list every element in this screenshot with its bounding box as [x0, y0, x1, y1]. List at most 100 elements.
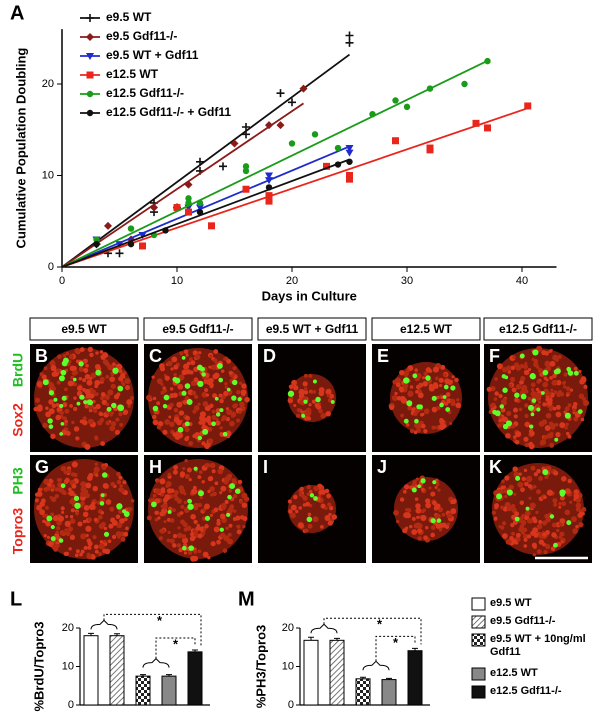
- cell: [198, 470, 203, 475]
- cell: [550, 388, 554, 392]
- data-point: [265, 192, 273, 200]
- labeled-cell: [445, 407, 451, 412]
- cell: [579, 379, 585, 385]
- cell: [513, 467, 517, 472]
- cell: [49, 360, 56, 367]
- cell: [62, 354, 67, 358]
- cell: [56, 368, 61, 373]
- cell: [229, 420, 235, 427]
- labeled-cell: [416, 404, 422, 410]
- cell: [192, 485, 197, 490]
- cell: [64, 387, 68, 392]
- cell: [74, 553, 79, 558]
- cell: [196, 523, 200, 528]
- cell: [522, 527, 528, 533]
- cell: [58, 411, 62, 415]
- cell: [220, 485, 227, 492]
- cell: [219, 532, 226, 539]
- cell: [391, 394, 398, 402]
- labeled-cell: [417, 484, 421, 489]
- cell: [98, 552, 102, 556]
- cell: [130, 498, 135, 503]
- labeled-cell: [42, 379, 49, 386]
- cell: [184, 396, 188, 400]
- cell: [95, 473, 99, 477]
- cell: [56, 526, 61, 531]
- cell: [428, 385, 435, 392]
- labeled-cell: [184, 421, 190, 427]
- legend-label: e12.5 WT: [490, 667, 538, 679]
- data-point: [392, 97, 399, 104]
- cell: [108, 523, 114, 529]
- cell: [419, 412, 424, 417]
- labeled-cell: [494, 410, 501, 417]
- data-point: [265, 197, 273, 205]
- cell: [98, 543, 105, 550]
- cell: [84, 404, 89, 409]
- cell: [290, 512, 296, 519]
- data-point: [242, 185, 250, 193]
- data-point: [219, 162, 227, 171]
- data-point: [346, 172, 353, 179]
- cell: [224, 499, 229, 505]
- cell: [535, 392, 542, 399]
- cell: [551, 379, 558, 386]
- cell: [488, 409, 493, 415]
- cell: [563, 372, 568, 377]
- column-header: e12.5 Gdf11-/-: [499, 322, 577, 336]
- cell: [411, 529, 418, 535]
- cell: [307, 512, 312, 517]
- data-point: [311, 131, 319, 138]
- labeled-cell: [431, 395, 437, 402]
- cell: [538, 520, 543, 524]
- cell: [115, 531, 122, 538]
- labeled-cell: [303, 399, 308, 404]
- cell: [415, 507, 422, 514]
- cell: [324, 488, 330, 494]
- labeled-cell: [219, 527, 224, 532]
- legend-entry: e9.5 WT + 10ng/ml Gdf11: [490, 633, 586, 658]
- cell: [34, 397, 41, 403]
- cell: [304, 410, 311, 417]
- cell: [542, 402, 547, 407]
- data-point: [184, 180, 193, 189]
- labeled-cell: [100, 493, 105, 498]
- cell: [197, 502, 203, 508]
- cell: [403, 512, 410, 519]
- cell: [180, 504, 185, 510]
- cell: [195, 526, 199, 531]
- cell: [97, 420, 103, 426]
- error-bar: [140, 674, 146, 677]
- cell: [569, 388, 574, 392]
- legend-marker: [86, 71, 94, 79]
- data-point: [208, 222, 215, 230]
- cell: [167, 530, 171, 535]
- cell: [325, 411, 331, 417]
- cell: [328, 505, 334, 511]
- cell: [56, 478, 61, 482]
- cell: [523, 364, 528, 370]
- cell: [493, 397, 498, 401]
- cell: [413, 430, 418, 435]
- legend-entry: e9.5 Gdf11-/-: [490, 615, 555, 627]
- cell: [314, 403, 320, 408]
- cell: [55, 414, 62, 421]
- cell: [83, 505, 90, 511]
- cell: [561, 501, 567, 507]
- data-point: [93, 240, 100, 248]
- cell: [302, 503, 307, 507]
- data-point: [265, 172, 273, 180]
- cell: [120, 372, 126, 378]
- cell: [210, 541, 216, 547]
- legend-marker: [86, 33, 94, 41]
- cell: [219, 491, 223, 495]
- cell: [241, 383, 247, 389]
- cell: [65, 410, 69, 414]
- cell: [308, 373, 313, 378]
- cell: [436, 395, 440, 400]
- cell: [152, 414, 157, 420]
- cell: [312, 389, 317, 394]
- cell: [116, 392, 121, 397]
- cell: [299, 486, 304, 492]
- cell: [51, 403, 57, 409]
